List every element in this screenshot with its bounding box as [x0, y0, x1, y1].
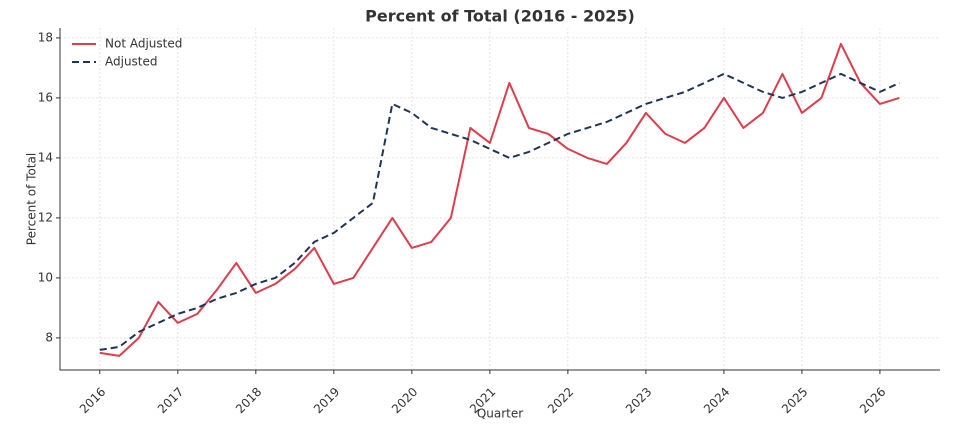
x-tick-label: 2020: [389, 385, 420, 416]
y-tick-label: 8: [45, 330, 53, 344]
y-axis-label: Percent of Total: [25, 153, 39, 245]
x-axis-label: Quarter: [477, 407, 523, 421]
axis: [59, 28, 940, 371]
x-tick-label: 2022: [545, 385, 576, 416]
legend-label: Adjusted: [105, 55, 158, 69]
y-tick-label: 18: [38, 30, 53, 44]
y-tick-label: 14: [38, 150, 53, 164]
legend-label: Not Adjusted: [105, 37, 182, 51]
y-tick-label: 12: [38, 210, 53, 224]
x-tick-label: 2024: [701, 385, 732, 416]
y-tick-label: 10: [38, 270, 53, 284]
x-tick-label: 2017: [155, 385, 186, 416]
x-tick-label: 2018: [233, 385, 264, 416]
series-line: [99, 42, 900, 357]
y-tick-label: 16: [38, 90, 53, 104]
series-line: [99, 72, 900, 351]
x-tick-label: 2019: [311, 385, 342, 416]
x-tick-label: 2026: [857, 385, 888, 416]
chart-title: Percent of Total (2016 - 2025): [365, 7, 635, 26]
x-tick-label: 2016: [77, 385, 108, 416]
x-tick-label: 2023: [623, 385, 654, 416]
x-tick-label: 2025: [779, 385, 810, 416]
